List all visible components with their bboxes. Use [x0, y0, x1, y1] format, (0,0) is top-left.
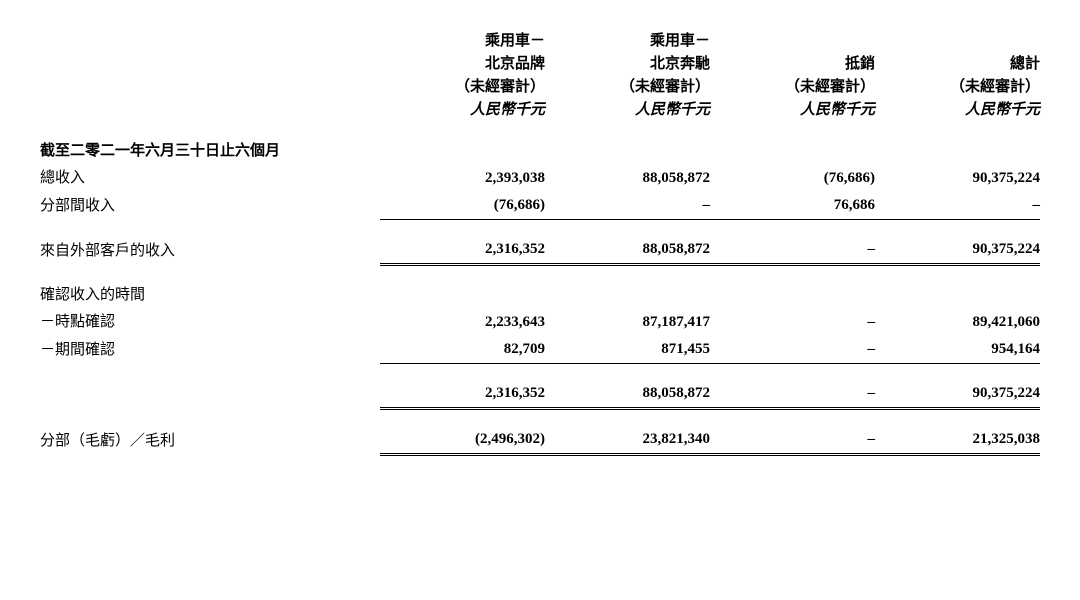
total-revenue-label: 總收入 — [40, 165, 380, 192]
period-row: 截至二零二一年六月三十日止六個月 — [40, 138, 1040, 165]
col2-header-line4: 人民幣千元 — [545, 99, 710, 122]
col1-header-line3: （未經審計） — [380, 76, 545, 99]
total-revenue-c2: 88,058,872 — [545, 165, 710, 192]
intersegment-row: 分部間收入 (76,686) – 76,686 – — [40, 192, 1040, 220]
point-c1: 2,233,643 — [380, 309, 545, 336]
col4-header-line4: 人民幣千元 — [875, 99, 1040, 122]
gross-label: 分部（毛虧）／毛利 — [40, 426, 380, 455]
subtotal-c1: 2,316,352 — [380, 380, 545, 409]
external-c3: – — [710, 236, 875, 265]
external-row: 來自外部客戶的收入 2,316,352 88,058,872 – 90,375,… — [40, 236, 1040, 265]
header-row-2: 北京品牌 北京奔馳 抵銷 總計 — [40, 53, 1040, 76]
period-rec-c2: 871,455 — [545, 336, 710, 364]
intersegment-c4: – — [875, 192, 1040, 220]
col2-header-line1: 乘用車－ — [545, 30, 710, 53]
subtotal-row: 2,316,352 88,058,872 – 90,375,224 — [40, 380, 1040, 409]
external-label: 來自外部客戶的收入 — [40, 236, 380, 265]
timing-label: 確認收入的時間 — [40, 282, 380, 309]
gross-row: 分部（毛虧）／毛利 (2,496,302) 23,821,340 – 21,32… — [40, 426, 1040, 455]
intersegment-c1: (76,686) — [380, 192, 545, 220]
subtotal-c2: 88,058,872 — [545, 380, 710, 409]
total-revenue-row: 總收入 2,393,038 88,058,872 (76,686) 90,375… — [40, 165, 1040, 192]
col3-header-line2: 抵銷 — [710, 53, 875, 76]
external-c1: 2,316,352 — [380, 236, 545, 265]
col2-header-line3: （未經審計） — [545, 76, 710, 99]
point-row: －時點確認 2,233,643 87,187,417 – 89,421,060 — [40, 309, 1040, 336]
intersegment-c2: – — [545, 192, 710, 220]
intersegment-c3: 76,686 — [710, 192, 875, 220]
financial-table: 乘用車－ 乘用車－ 北京品牌 北京奔馳 抵銷 總計 （未經審計） （未經審計） … — [40, 30, 1040, 456]
total-revenue-c1: 2,393,038 — [380, 165, 545, 192]
point-c2: 87,187,417 — [545, 309, 710, 336]
col4-header-line2: 總計 — [875, 53, 1040, 76]
col1-header-line2: 北京品牌 — [380, 53, 545, 76]
period-rec-c4: 954,164 — [875, 336, 1040, 364]
col3-header-line4: 人民幣千元 — [710, 99, 875, 122]
gross-c2: 23,821,340 — [545, 426, 710, 455]
gross-c4: 21,325,038 — [875, 426, 1040, 455]
header-row-1: 乘用車－ 乘用車－ — [40, 30, 1040, 53]
header-row-3: （未經審計） （未經審計） （未經審計） （未經審計） — [40, 76, 1040, 99]
col2-header-line2: 北京奔馳 — [545, 53, 710, 76]
gross-c3: – — [710, 426, 875, 455]
external-c2: 88,058,872 — [545, 236, 710, 265]
col1-header-line1: 乘用車－ — [380, 30, 545, 53]
period-label: 截至二零二一年六月三十日止六個月 — [40, 138, 380, 165]
period-rec-c3: – — [710, 336, 875, 364]
point-c4: 89,421,060 — [875, 309, 1040, 336]
total-revenue-c4: 90,375,224 — [875, 165, 1040, 192]
point-label: －時點確認 — [40, 309, 380, 336]
subtotal-c3: – — [710, 380, 875, 409]
period-rec-row: －期間確認 82,709 871,455 – 954,164 — [40, 336, 1040, 364]
total-revenue-c3: (76,686) — [710, 165, 875, 192]
subtotal-c4: 90,375,224 — [875, 380, 1040, 409]
point-c3: – — [710, 309, 875, 336]
col3-header-line3: （未經審計） — [710, 76, 875, 99]
gross-c1: (2,496,302) — [380, 426, 545, 455]
intersegment-label: 分部間收入 — [40, 192, 380, 220]
period-rec-label: －期間確認 — [40, 336, 380, 364]
period-rec-c1: 82,709 — [380, 336, 545, 364]
header-row-4: 人民幣千元 人民幣千元 人民幣千元 人民幣千元 — [40, 99, 1040, 122]
external-c4: 90,375,224 — [875, 236, 1040, 265]
timing-header-row: 確認收入的時間 — [40, 282, 1040, 309]
col1-header-line4: 人民幣千元 — [380, 99, 545, 122]
col4-header-line3: （未經審計） — [875, 76, 1040, 99]
